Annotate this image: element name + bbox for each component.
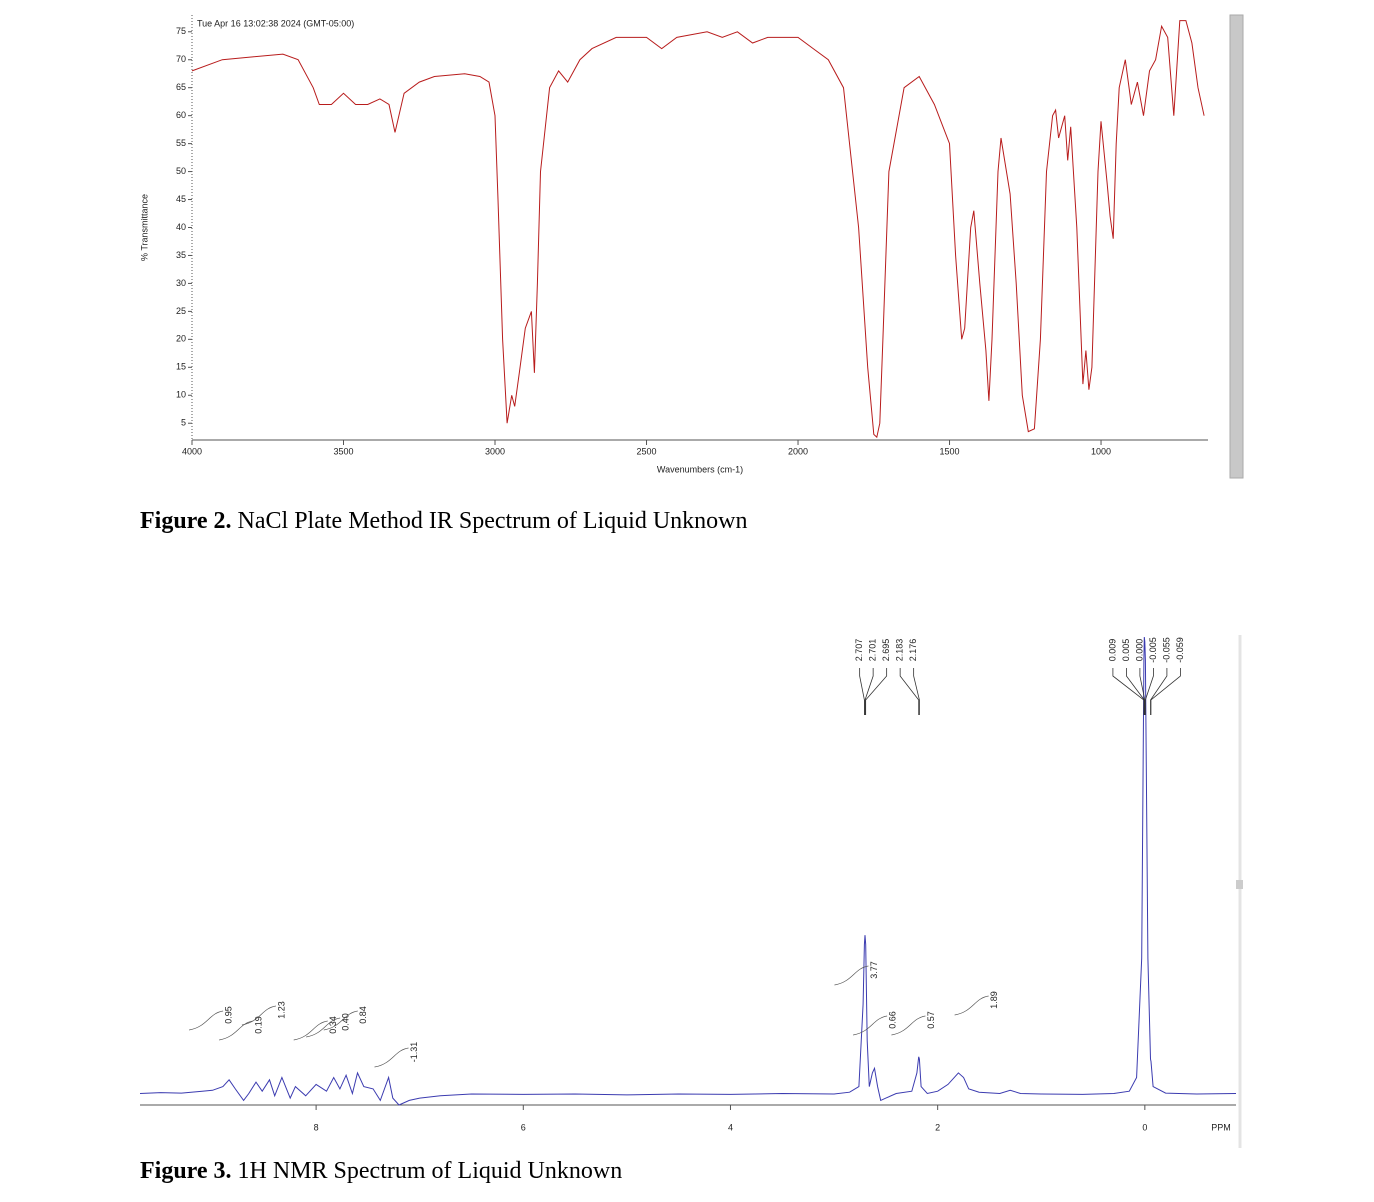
- peak-label: 2.701: [868, 639, 878, 662]
- y-tick-label: 35: [176, 250, 186, 260]
- integral-label: -1.31: [409, 1042, 419, 1063]
- x-tick-label: 3500: [333, 446, 353, 456]
- scrollbar: [1229, 14, 1244, 479]
- integral-label: 3.77: [869, 961, 879, 979]
- integral-label: 0.19: [254, 1016, 264, 1034]
- y-tick-label: 40: [176, 222, 186, 232]
- integral-label: 0.84: [358, 1006, 368, 1024]
- integral-curve: [834, 965, 869, 986]
- x-tick-label: 4000: [182, 446, 202, 456]
- integral-label: 1.23: [276, 1001, 286, 1019]
- peak-label: 2.176: [908, 639, 918, 662]
- peak-connector: [1139, 668, 1146, 715]
- scrollbar-thumb: [1236, 880, 1243, 889]
- y-tick-label: 50: [176, 166, 186, 176]
- spectrum-line: [191, 20, 1205, 439]
- peak-connector: [864, 668, 874, 715]
- integral-curve: [323, 1010, 358, 1031]
- peak-label: 2.695: [881, 639, 891, 662]
- integral-label: 0.40: [341, 1013, 351, 1031]
- integral-curve: [241, 1005, 276, 1026]
- y-tick-label: 75: [176, 26, 186, 36]
- x-tick-label: 3000: [485, 446, 505, 456]
- y-tick-label: 65: [176, 82, 186, 92]
- y-tick-label: 15: [176, 362, 186, 372]
- integral-curve: [219, 1020, 254, 1041]
- x-axis-label: Wavenumbers (cm-1): [657, 464, 743, 474]
- caption-text: 1H NMR Spectrum of Liquid Unknown: [238, 1158, 623, 1184]
- x-tick-label: 6: [521, 1122, 526, 1132]
- peak-label: -0.005: [1148, 637, 1158, 663]
- x-tick-label: 8: [314, 1122, 319, 1132]
- peak-connector: [865, 668, 888, 715]
- annotation: Tue Apr 16 13:02:38 2024 (GMT-05:00): [197, 18, 354, 28]
- x-tick-label: 4: [728, 1122, 733, 1132]
- y-tick-label: 10: [176, 390, 186, 400]
- y-tick-label: 25: [176, 306, 186, 316]
- integral-curve: [891, 1015, 926, 1036]
- peak-connector: [1150, 668, 1168, 715]
- integral-curve: [853, 1015, 888, 1036]
- peak-label: -0.059: [1175, 637, 1185, 663]
- integral-curve: [954, 995, 989, 1016]
- integral-curve: [293, 1020, 328, 1041]
- y-tick-label: 45: [176, 194, 186, 204]
- x-tick-label: 2: [935, 1122, 940, 1132]
- y-axis-label: % Transmittance: [139, 194, 149, 261]
- x-tick-label: 2000: [788, 446, 808, 456]
- peak-label: 0.000: [1134, 639, 1144, 662]
- caption: Figure 3. 1H NMR Spectrum of Liquid Unkn…: [140, 1158, 622, 1184]
- peak-label: 2.183: [895, 639, 905, 662]
- peak-connector: [899, 668, 920, 715]
- peak-connector: [1150, 668, 1181, 715]
- integral-label: 1.89: [989, 991, 999, 1009]
- x-tick-label: 1500: [940, 446, 960, 456]
- peak-label: 0.005: [1121, 639, 1131, 662]
- peak-connector: [859, 668, 865, 715]
- x-tick-label: 0: [1142, 1122, 1147, 1132]
- y-tick-label: 30: [176, 278, 186, 288]
- integral-label: 0.57: [926, 1011, 936, 1029]
- y-tick-label: 60: [176, 110, 186, 120]
- x-tick-label: 2500: [637, 446, 657, 456]
- peak-connector: [1126, 668, 1145, 715]
- caption-text: NaCl Plate Method IR Spectrum of Liquid …: [238, 508, 748, 534]
- y-tick-label: 70: [176, 54, 186, 64]
- integral-curve: [306, 1017, 341, 1038]
- peak-label: 0.009: [1107, 639, 1117, 662]
- x-axis-label: PPM: [1211, 1122, 1231, 1132]
- integral-label: 0.95: [223, 1006, 233, 1024]
- caption-label: Figure 3.: [140, 1158, 232, 1184]
- caption: Figure 2. NaCl Plate Method IR Spectrum …: [140, 508, 748, 534]
- caption-label: Figure 2.: [140, 508, 232, 534]
- integral-curve: [189, 1010, 224, 1031]
- y-tick-label: 20: [176, 334, 186, 344]
- peak-connector: [1112, 668, 1145, 715]
- peak-label: 2.707: [854, 639, 864, 662]
- y-tick-label: 5: [181, 418, 186, 428]
- y-tick-label: 55: [176, 138, 186, 148]
- peak-connector: [913, 668, 920, 715]
- peak-connector: [1144, 668, 1154, 715]
- spectrum-line: [139, 636, 1237, 1106]
- integral-curve: [374, 1047, 409, 1068]
- peak-label: -0.055: [1161, 637, 1171, 663]
- x-tick-label: 1000: [1091, 446, 1111, 456]
- integral-label: 0.34: [328, 1016, 338, 1034]
- integral-label: 0.66: [887, 1011, 897, 1029]
